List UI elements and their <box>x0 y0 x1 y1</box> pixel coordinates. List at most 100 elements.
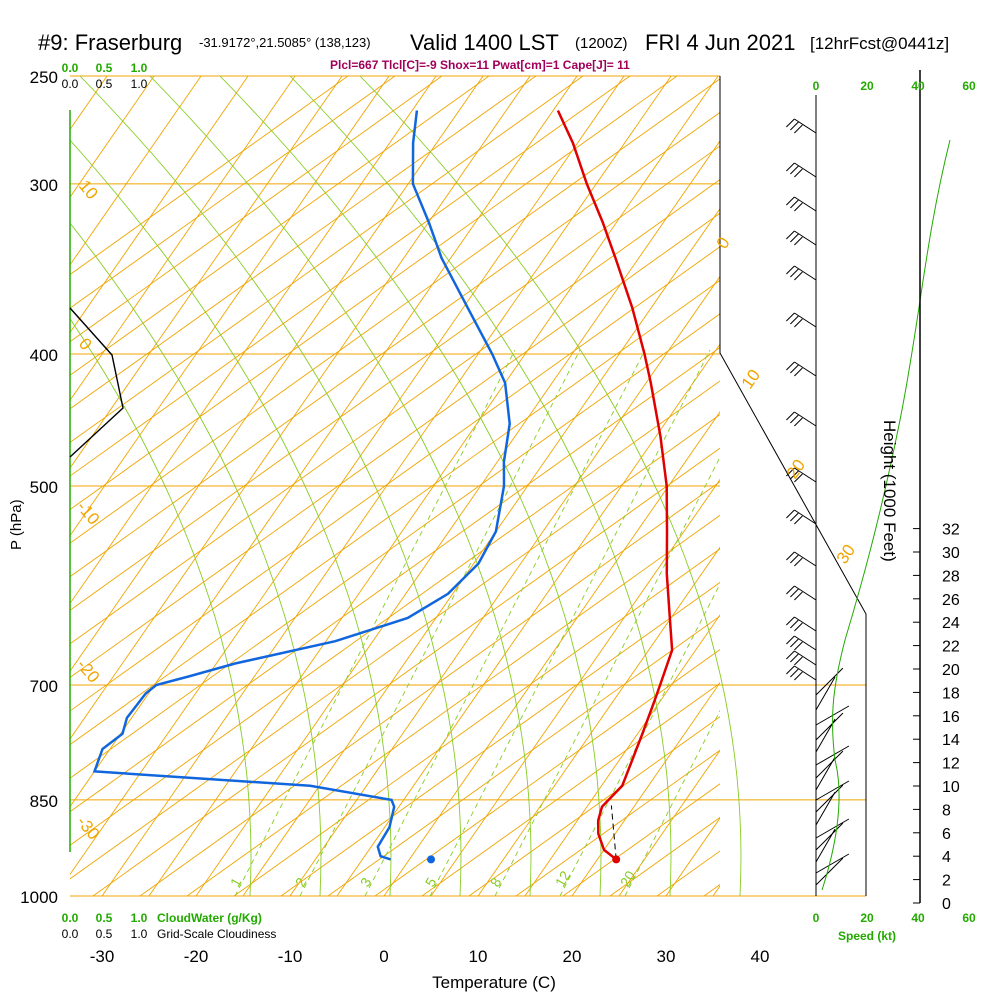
cloudiness-tick-bottom: 0.5 <box>96 927 113 941</box>
valid-time: Valid 1400 LST <box>410 30 559 55</box>
dry-adiabat <box>70 145 720 611</box>
isotherm <box>0 76 13 896</box>
mixing-ratio-label: 3 <box>357 875 375 890</box>
isotherm <box>571 681 720 896</box>
mixing-ratio-line <box>494 456 720 896</box>
dry-adiabat <box>892 76 1000 896</box>
dry-adiabat <box>327 615 720 896</box>
wind-barb <box>794 118 817 134</box>
mixing-ratio-label: 2 <box>292 875 310 890</box>
mixing-ratio-label: 12 <box>552 868 574 890</box>
dry-adiabat <box>70 380 720 846</box>
speed-tick-top: 20 <box>860 79 874 93</box>
wind-barb-flag <box>786 509 795 519</box>
cloudiness-tick-top: 1.0 <box>131 77 148 91</box>
isobar-grid <box>70 75 866 897</box>
wind-barb <box>794 650 817 666</box>
station-name: #9: Fraserburg <box>38 30 183 55</box>
temperature-tick-label: 30 <box>657 947 676 966</box>
wind-barb <box>815 750 844 779</box>
cloudiness-label: Grid-Scale Cloudiness <box>157 927 276 941</box>
mixing-ratio-lines: 1 2 3 5 8 12 20 <box>227 349 720 896</box>
dry-adiabat <box>703 884 720 896</box>
dry-adiabat <box>70 414 720 880</box>
isotherm <box>70 76 531 740</box>
cloudiness-tick-top: 0.5 <box>96 77 113 91</box>
cloud-water-tick-top: 0.0 <box>62 61 79 75</box>
mixing-ratio-line <box>429 349 711 896</box>
moist-adiabat <box>70 139 392 896</box>
wind-barb <box>815 784 844 813</box>
dry-adiabat <box>70 179 720 645</box>
cloudiness-panel <box>69 307 124 458</box>
wind-barb-flag <box>794 641 803 651</box>
parcel-path <box>610 805 617 860</box>
pressure-axis-label: P (hPa) <box>8 499 25 550</box>
forecast-date: FRI 4 Jun 2021 <box>645 30 796 55</box>
wind-barb-flag <box>786 635 795 645</box>
isotherm <box>70 76 202 266</box>
wind-barb-flag <box>786 585 795 595</box>
sounding-profiles <box>92 109 674 864</box>
wind-barb-flag <box>790 554 799 564</box>
dry-adiabat <box>70 111 720 578</box>
wind-barb <box>815 712 844 741</box>
isotherm <box>712 885 720 896</box>
cloud-water-tick-bottom: 1.0 <box>131 911 148 925</box>
isotherm <box>524 614 720 896</box>
dry-adiabat <box>70 346 720 813</box>
dry-adiabat <box>986 76 1000 896</box>
wind-barb-flag <box>790 121 799 131</box>
plot-boundary <box>719 76 867 896</box>
height-tick-label: 6 <box>942 826 951 843</box>
dry-adiabat <box>186 514 720 896</box>
wind-barb-flag <box>794 622 803 632</box>
wind-barb-flag <box>790 512 799 522</box>
height-tick-label: 26 <box>942 592 960 609</box>
height-tick-label: 4 <box>942 849 951 866</box>
wind-barb <box>815 780 850 801</box>
cloud-water-tick-top: 0.5 <box>96 61 113 75</box>
wind-barb-flag <box>794 124 803 134</box>
wind-barb <box>794 361 817 377</box>
dry-adiabat <box>70 76 678 511</box>
wind-barb <box>815 791 836 826</box>
speed-tick-top: 40 <box>911 79 925 93</box>
wind-barb <box>794 665 817 681</box>
isotherm-lines <box>0 76 1000 896</box>
pressure-tick-500: 500 <box>30 478 58 497</box>
temperature-tick-label: 10 <box>469 947 488 966</box>
height-tick-label: 2 <box>942 873 951 890</box>
wind-barb-flag <box>790 364 799 374</box>
speed-tick-top: 0 <box>813 79 820 93</box>
wind-barb-flag <box>790 470 799 480</box>
isotherm <box>148 76 719 896</box>
height-tick-label: 22 <box>942 639 960 656</box>
dry-adiabat <box>139 481 720 896</box>
isotherm <box>242 207 720 896</box>
temperature-tick-label: 0 <box>379 947 388 966</box>
height-tick-label: 14 <box>942 732 960 749</box>
mixing-ratio-line <box>364 349 646 896</box>
isotherm <box>70 76 249 334</box>
wind-barb-flag <box>794 236 803 246</box>
temperature-tick-label: -20 <box>184 947 209 966</box>
dry-adiabat <box>515 749 720 896</box>
isotherm-label: -30 <box>73 812 103 843</box>
isotherm <box>70 76 484 673</box>
moist-adiabat <box>359 76 742 896</box>
moist-adiabat <box>79 76 462 896</box>
pressure-tick-400: 400 <box>30 346 58 365</box>
temperature-tick-label: -10 <box>278 947 303 966</box>
wind-barb <box>815 857 844 886</box>
temperature-tick-label: 20 <box>563 947 582 966</box>
wind-barb-flag <box>794 515 803 525</box>
wind-barb <box>794 467 817 483</box>
speed-tick-bottom: 60 <box>962 911 976 925</box>
wind-barb-flag <box>794 367 803 377</box>
speed-axis-label: Speed (kt) <box>838 929 896 943</box>
isotherm <box>948 76 1000 896</box>
isotherm <box>70 76 296 402</box>
isotherm <box>70 76 578 808</box>
plot-frame <box>69 76 867 896</box>
